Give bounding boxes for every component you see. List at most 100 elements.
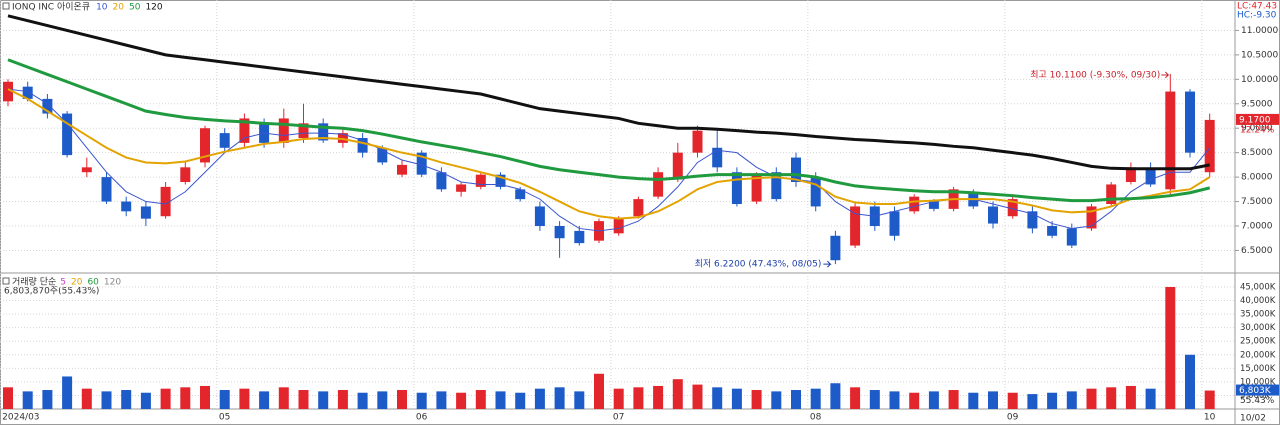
- lc-label: LC:47.43: [1237, 2, 1277, 12]
- candle-body: [456, 184, 467, 192]
- y-tick-label: 6.5000: [1241, 246, 1273, 256]
- y-tick-label: 8.0000: [1241, 173, 1273, 183]
- volume-bar: [62, 376, 73, 409]
- x-tick-label: 06: [416, 413, 428, 423]
- y-tick-label: 10,000K: [1240, 377, 1276, 387]
- candle-body: [357, 138, 368, 153]
- volume-bar: [101, 391, 112, 409]
- volume-bar: [1204, 390, 1215, 409]
- candle-body: [101, 177, 112, 202]
- candle-body: [1066, 228, 1077, 246]
- moving-average: [7, 14, 1210, 171]
- volume-bar: [42, 390, 53, 409]
- moving-average: [7, 88, 1211, 232]
- volume-bar: [1066, 391, 1077, 409]
- candle-body: [672, 152, 683, 180]
- low-arrow: [823, 260, 832, 268]
- volume-bar: [534, 388, 545, 409]
- legend-entry: 5: [60, 278, 66, 288]
- y-tick-label: 5,000K: [1240, 391, 1270, 401]
- volume-bar: [1027, 394, 1038, 409]
- candle-body: [377, 147, 388, 163]
- volume-bar: [672, 379, 683, 409]
- candle-body: [731, 172, 742, 204]
- volume-bar: [357, 392, 368, 409]
- volume-bar: [436, 391, 447, 409]
- volume-bar: [377, 391, 388, 409]
- volume-bar: [495, 391, 506, 409]
- volume-bar: [416, 392, 427, 409]
- candle-body: [416, 152, 427, 175]
- candle-body: [219, 133, 230, 148]
- volume-bar: [1086, 388, 1097, 409]
- candle-body: [554, 226, 565, 239]
- candle-body: [928, 201, 939, 209]
- volume-bar: [200, 385, 210, 409]
- volume-bar: [1165, 287, 1176, 409]
- volume-bar: [751, 390, 762, 409]
- candle-body: [1047, 226, 1058, 236]
- volume-bar: [318, 391, 329, 409]
- legend-icon: [2, 2, 10, 10]
- price-tag: [1236, 113, 1279, 125]
- y-tick-label: 25,000K: [1240, 337, 1276, 347]
- volume-bar: [810, 388, 821, 409]
- volume-bar: [850, 387, 861, 409]
- candle-body: [653, 172, 664, 197]
- volume-bar: [574, 391, 585, 409]
- x-tick-label: 05: [219, 413, 230, 423]
- y-tick-label: 8.5000: [1241, 148, 1273, 158]
- candle-body: [751, 174, 762, 202]
- y-tick-label: 10.0000: [1241, 75, 1278, 85]
- x-tick-label: 07: [613, 413, 624, 423]
- volume-bar: [298, 390, 309, 409]
- candle-body: [239, 118, 250, 143]
- volume-subtitle: 6,803,870주(55.43%): [4, 286, 99, 297]
- candle-body: [495, 174, 506, 187]
- y-tick-label: 40,000K: [1240, 296, 1276, 306]
- candle-body: [692, 130, 703, 153]
- hc-label: HC:-9.30: [1237, 11, 1277, 21]
- volume-bar: [909, 392, 920, 409]
- volume-bar: [259, 391, 270, 409]
- x-tick-label: 09: [1007, 413, 1019, 423]
- volume-bar: [278, 387, 289, 409]
- candle-body: [791, 157, 801, 182]
- volume-bar: [180, 387, 191, 409]
- volume-bar: [1047, 392, 1058, 409]
- volume-bar: [81, 388, 92, 409]
- candle-body: [850, 206, 861, 246]
- x-tick-label: 08: [810, 413, 822, 423]
- volume-bar: [594, 373, 604, 409]
- candle-body: [889, 211, 900, 236]
- candle-body: [475, 174, 486, 187]
- candle-body: [298, 123, 309, 138]
- volume-bar: [219, 390, 230, 409]
- candle-body: [633, 199, 644, 217]
- volume-label: 6,803K: [1239, 386, 1272, 396]
- volume-bar: [633, 387, 644, 409]
- volume-bar: [712, 387, 723, 409]
- legend-entry: 20: [71, 278, 83, 288]
- legend-entry: 120: [104, 278, 121, 288]
- moving-average: [7, 88, 1211, 220]
- high-note: 최고 10.1100 (-9.30%, 09/30): [1030, 69, 1160, 80]
- candle-body: [515, 189, 526, 200]
- candle-body: [1027, 211, 1038, 229]
- candle-body: [1145, 169, 1156, 185]
- candle-body: [712, 147, 723, 168]
- change-label: 12.24%: [1240, 125, 1275, 135]
- volume-bar: [889, 391, 900, 409]
- volume-bar: [771, 391, 782, 409]
- volume-bar: [337, 390, 348, 409]
- volume-bar: [3, 387, 13, 409]
- candle-body: [830, 235, 841, 261]
- candle-body: [436, 172, 447, 190]
- date-label: 10/02: [1240, 414, 1266, 424]
- volume-title: 거래량 단순: [12, 276, 56, 288]
- volume-bar: [475, 390, 486, 409]
- volume-bar: [456, 392, 467, 409]
- volume-bar: [1185, 354, 1195, 409]
- x-tick-label: 2024/03: [2, 413, 39, 423]
- volume-bar: [692, 384, 703, 409]
